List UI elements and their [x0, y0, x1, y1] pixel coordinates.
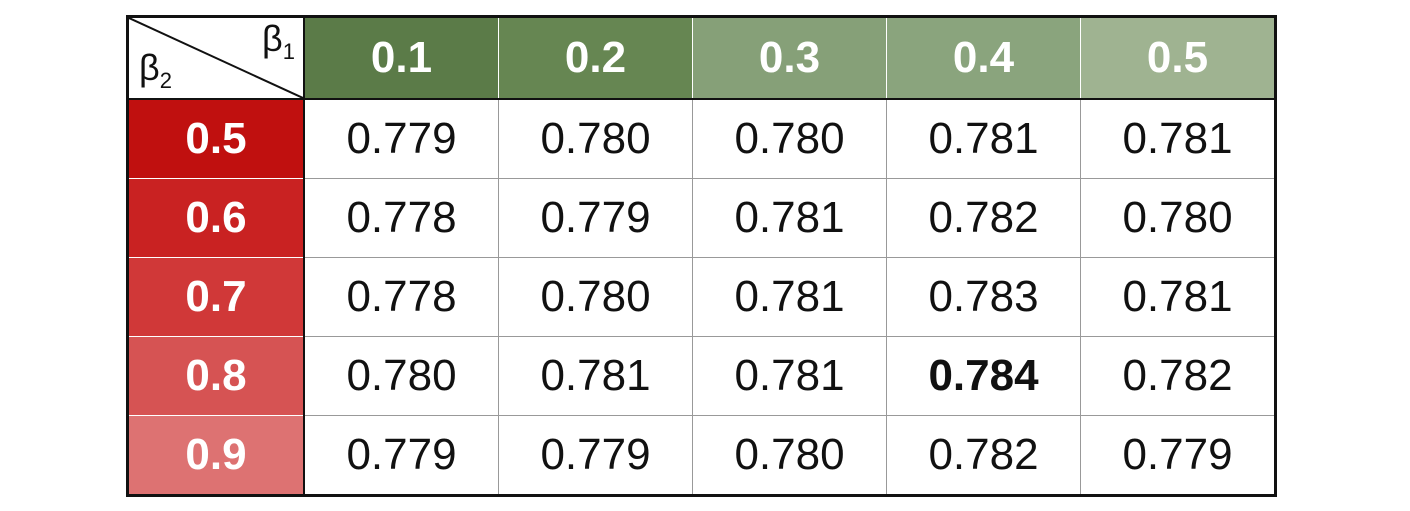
value-cell: 0.779 — [303, 415, 499, 496]
diagonal — [129, 18, 303, 98]
column-parameter: β1 — [262, 18, 295, 65]
row: 0.8 0.780 0.781 0.781 0.784 0.782 — [127, 336, 1276, 416]
row-parameter: β2 — [139, 47, 172, 94]
column-header: 0.4 — [886, 16, 1081, 100]
row-header: 0.8 — [127, 336, 305, 416]
value-cell: 0.780 — [303, 336, 499, 416]
value-cell: 0.780 — [692, 98, 887, 179]
value-cell: 0.780 — [498, 257, 693, 337]
value-cell: 0.779 — [498, 178, 693, 258]
value-cell: 0.779 — [498, 415, 693, 496]
header-row: β1 β2 0.1 0.2 0.3 0.4 0.5 — [127, 16, 1276, 100]
value-cell: 0.782 — [1080, 336, 1276, 416]
value-cell: 0.782 — [886, 415, 1081, 496]
value-cell: 0.779 — [1080, 415, 1276, 496]
row-header: 0.7 — [127, 257, 305, 337]
row: 0.5 0.779 0.780 0.780 0.781 0.781 — [127, 98, 1276, 179]
value-cell: 0.781 — [692, 336, 887, 416]
row-header: 0.5 — [127, 98, 305, 179]
value-cell: 0.780 — [1080, 178, 1276, 258]
value-cell: 0.783 — [886, 257, 1081, 337]
column-header: 0.5 — [1080, 16, 1276, 100]
subscript: 1 — [282, 39, 295, 65]
value-cell: 0.781 — [886, 98, 1081, 179]
column-header: 0.3 — [692, 16, 887, 100]
value-cell: 0.780 — [498, 98, 693, 179]
sensitivity-table: β1 β2 0.1 0.2 0.3 0.4 0.5 0.5 0.779 0.780 0.780… — [126, 15, 1277, 497]
value-cell: 0.779 — [303, 98, 499, 179]
value-cell: 0.781 — [1080, 257, 1276, 337]
column-header: 0.1 — [303, 16, 499, 100]
corner-cell: β1 β2 — [127, 16, 305, 100]
row: 0.6 0.778 0.779 0.781 0.782 0.780 — [127, 178, 1276, 258]
value-cell: 0.781 — [1080, 98, 1276, 179]
column-header: 0.2 — [498, 16, 693, 100]
row: 0.9 0.779 0.779 0.780 0.782 0.779 — [127, 415, 1276, 496]
value-cell: 0.780 — [692, 415, 887, 496]
row: 0.7 0.778 0.780 0.781 0.783 0.781 — [127, 257, 1276, 337]
value-cell: 0.782 — [886, 178, 1081, 258]
value-cell: 0.781 — [498, 336, 693, 416]
value-cell: 0.778 — [303, 178, 499, 258]
value-cell: 0.781 — [692, 257, 887, 337]
row-header: 0.9 — [127, 415, 305, 496]
value-cell: 0.784 — [886, 336, 1081, 416]
row-header: 0.6 — [127, 178, 305, 258]
value-cell: 0.778 — [303, 257, 499, 337]
symbol: β — [262, 18, 283, 59]
value-cell: 0.781 — [692, 178, 887, 258]
subscript: 2 — [159, 68, 172, 93]
symbol: β — [139, 46, 160, 88]
